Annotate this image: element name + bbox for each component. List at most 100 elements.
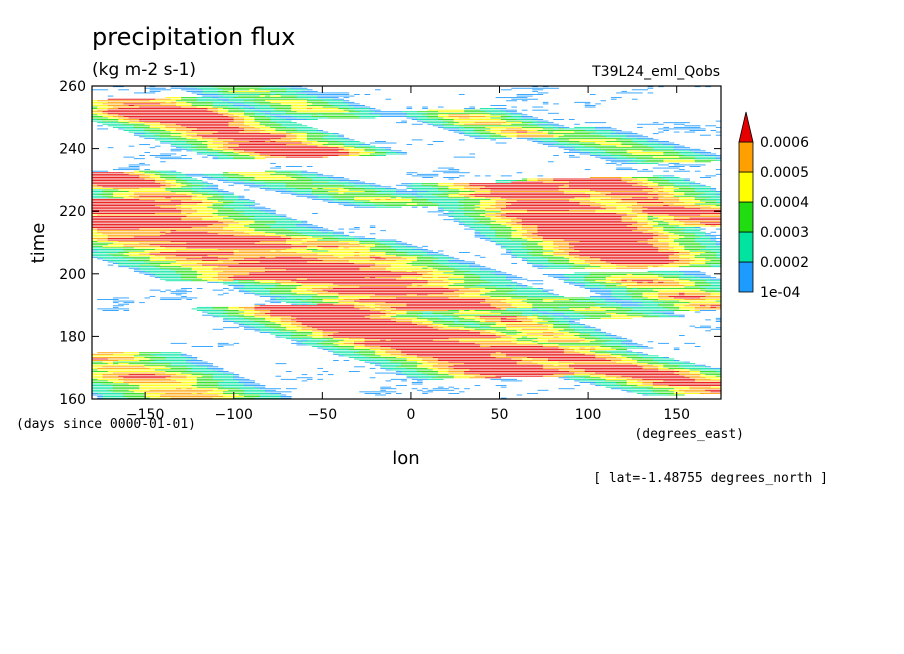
precip-cell — [684, 192, 706, 194]
precip-cell — [317, 130, 324, 131]
precip-cell — [568, 322, 580, 324]
precip-cell — [270, 126, 287, 128]
precip-cell — [705, 247, 721, 249]
precip-cell — [589, 335, 607, 336]
precip-cell — [181, 200, 203, 202]
precip-cell — [217, 111, 229, 113]
precip-cell — [254, 314, 271, 316]
precip-cell — [511, 233, 523, 235]
precip-cell — [464, 388, 470, 390]
precip-cell — [679, 275, 696, 277]
precip-cell — [107, 259, 130, 261]
precip-cell — [527, 252, 544, 253]
precip-cell — [542, 324, 554, 325]
precip-cell — [453, 184, 470, 186]
precip-cell — [196, 263, 240, 264]
precip-cell — [568, 299, 591, 300]
precip-cell — [97, 109, 109, 111]
precip-cell — [689, 166, 701, 167]
x-tick-label: 100 — [575, 407, 602, 423]
precip-cell — [233, 114, 245, 116]
precip-cell — [139, 386, 198, 388]
precip-cell — [506, 299, 528, 300]
precip-cell — [437, 317, 455, 319]
precip-cell — [322, 137, 344, 139]
precip-cell — [432, 170, 460, 172]
precip-cell — [584, 192, 601, 194]
precip-cell — [118, 375, 172, 377]
colorbar-swatch — [738, 231, 754, 263]
precip-cell — [212, 105, 234, 106]
precip-cell — [354, 200, 371, 202]
precip-cell — [700, 184, 706, 186]
precip-cell — [694, 189, 711, 191]
precip-cell — [579, 203, 601, 205]
precip-cell — [679, 156, 696, 158]
precip-cell — [474, 211, 502, 213]
precip-cell — [207, 366, 219, 368]
precip-cell — [175, 270, 198, 272]
precip-cell — [354, 203, 376, 205]
precip-cell — [270, 311, 381, 313]
precip-cell — [626, 286, 685, 288]
precip-cell — [506, 353, 586, 355]
precip-cell — [92, 234, 109, 236]
precip-cell — [453, 123, 465, 125]
precip-cell — [464, 292, 486, 294]
precip-cell — [301, 328, 318, 330]
precip-cell — [553, 310, 575, 311]
precip-cell — [689, 252, 706, 253]
precip-cell — [401, 371, 418, 372]
precip-cell — [291, 238, 308, 239]
precip-cell — [306, 234, 344, 236]
precip-cell — [579, 349, 596, 351]
precip-cell — [563, 352, 580, 354]
precip-cell — [427, 144, 434, 146]
precip-cell — [563, 333, 580, 335]
precip-cell — [102, 377, 124, 379]
precip-cell — [437, 114, 449, 116]
colorbar-swatch — [738, 201, 754, 233]
precip-cell — [621, 142, 638, 144]
precip-cell — [97, 125, 103, 127]
precip-cell — [542, 144, 554, 146]
precip-cell — [128, 374, 156, 376]
precip-cell — [474, 195, 591, 197]
precip-cell — [437, 209, 444, 211]
precip-cell — [322, 259, 350, 261]
precip-cell — [589, 205, 607, 207]
precip-cell — [679, 242, 701, 244]
precip-cell — [369, 317, 397, 319]
precip-cell — [553, 324, 570, 325]
precip-cell — [652, 389, 669, 391]
precip-cell — [485, 236, 496, 238]
precip-cell — [275, 336, 282, 338]
precip-cell — [348, 103, 360, 105]
precip-cell — [527, 302, 596, 304]
precip-cell — [338, 141, 360, 142]
precip-cell — [238, 115, 250, 117]
precip-cell — [170, 200, 182, 202]
precip-cell — [327, 181, 350, 183]
precip-cell — [128, 131, 151, 133]
precip-cell — [616, 285, 628, 286]
precip-cell — [207, 192, 224, 194]
precip-cell — [401, 120, 407, 122]
precip-cell — [563, 191, 596, 192]
precip-cell — [280, 319, 292, 321]
precip-cell — [584, 347, 591, 349]
precip-cell — [516, 95, 533, 97]
precip-cell — [542, 181, 570, 183]
precip-cell — [574, 367, 643, 369]
precip-cell — [217, 382, 240, 383]
precip-cell — [191, 103, 213, 105]
precip-cell — [642, 206, 685, 208]
precip-cell — [443, 280, 465, 282]
precip-cell — [123, 115, 229, 117]
precip-cell — [317, 114, 324, 116]
precip-cell — [396, 255, 423, 257]
precip-cell — [301, 300, 324, 302]
precip-cell — [537, 310, 554, 311]
precip-cell — [422, 274, 434, 275]
precip-cell — [212, 156, 219, 158]
